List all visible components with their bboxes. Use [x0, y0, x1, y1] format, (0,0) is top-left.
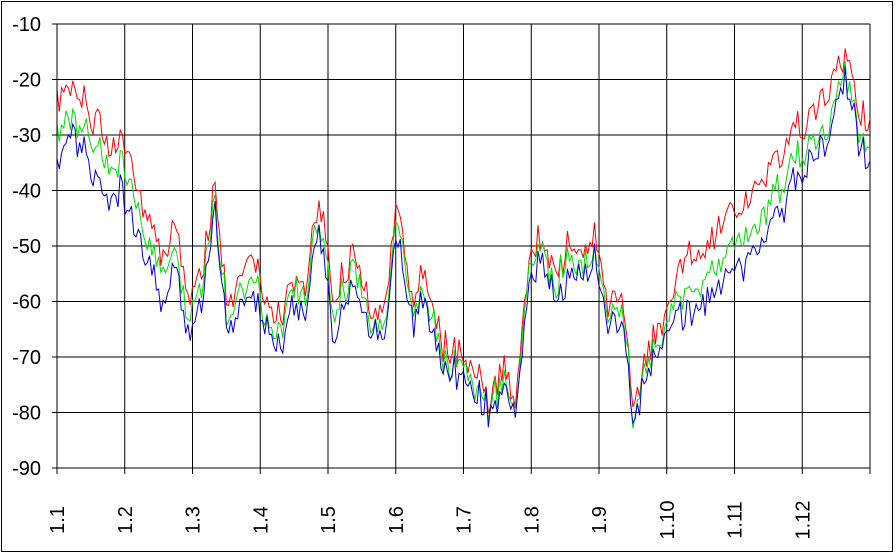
x-tick-label: 1.7 — [454, 506, 476, 534]
x-tick-label: 1.3 — [183, 506, 205, 534]
x-tick-label: 1.8 — [521, 506, 543, 534]
x-tick-label: 1.4 — [250, 506, 272, 534]
x-tick-label: 1.12 — [792, 501, 814, 540]
y-tick-label: -50 — [12, 236, 41, 258]
x-tick-labels: 1.1 1.2 1.3 1.4 1.5 1.6 1.7 1.8 1.9 1.10 1.11 1.12 — [47, 501, 814, 540]
y-tick-labels: -10 -20 -30 -40 -50 -60 -70 -80 -90 — [12, 14, 41, 480]
y-tick-label: -90 — [12, 458, 41, 480]
x-tick-label: 1.11 — [725, 501, 747, 538]
y-tick-label: -40 — [12, 181, 41, 203]
y-tick-label: -70 — [12, 347, 41, 369]
series-line — [56, 66, 871, 428]
y-tick-label: -20 — [12, 70, 41, 92]
gridlines — [57, 23, 871, 468]
y-tick-label: -60 — [12, 292, 41, 314]
x-tick-label: 1.9 — [589, 506, 611, 534]
x-tick-label: 1.5 — [318, 506, 340, 534]
x-tick-label: 1.2 — [115, 506, 137, 534]
series-line — [56, 61, 871, 429]
x-tick-label: 1.6 — [386, 506, 408, 534]
axes — [52, 23, 871, 474]
y-tick-label: -10 — [12, 14, 41, 36]
series-line — [56, 48, 871, 414]
y-tick-label: -30 — [12, 125, 41, 147]
x-tick-label: 1.10 — [657, 501, 679, 540]
x-tick-label: 1.1 — [47, 506, 69, 534]
y-tick-label: -80 — [12, 403, 41, 425]
series-lines — [56, 48, 871, 429]
